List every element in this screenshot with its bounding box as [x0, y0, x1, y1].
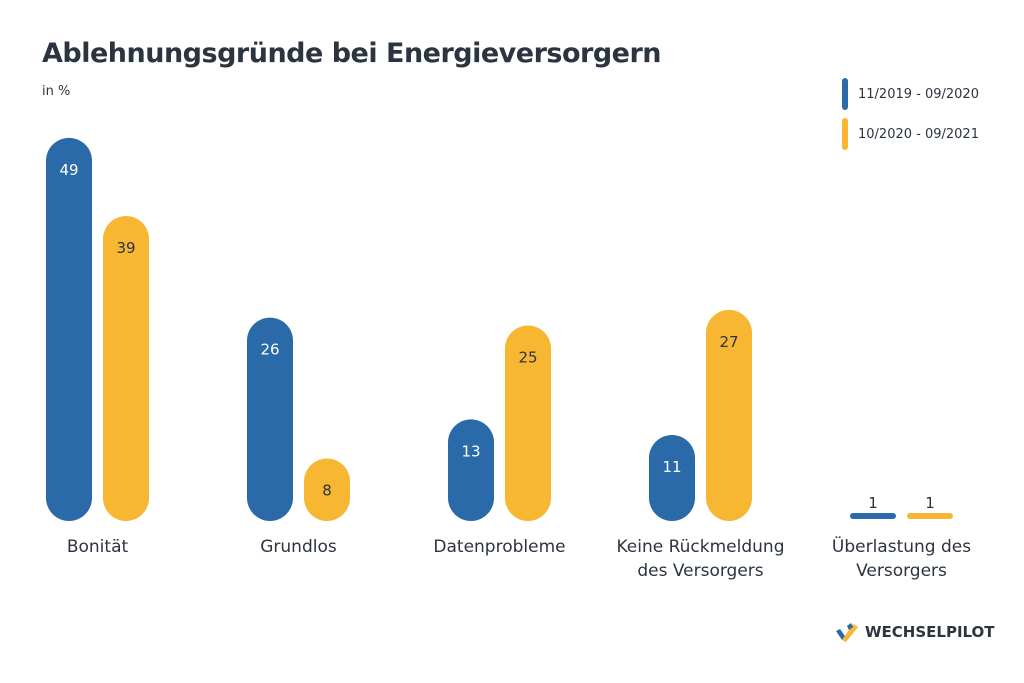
bar — [46, 137, 92, 521]
data-label: 13 — [461, 442, 480, 460]
legend-label: 11/2019 - 09/2020 — [858, 86, 979, 102]
legend-swatch — [842, 118, 848, 150]
bar — [706, 309, 752, 521]
bar — [103, 216, 149, 521]
wechselpilot-logo: WECHSELPILOT — [835, 622, 995, 642]
data-label: 11 — [662, 458, 681, 476]
data-label: 25 — [518, 349, 537, 367]
bar — [448, 419, 494, 521]
bar — [304, 458, 350, 521]
chart-title: Ablehnungsgründe bei Energieversorgern — [42, 38, 662, 69]
category-label: des Versorgers — [637, 561, 763, 581]
category-label: Überlastung des — [832, 535, 971, 557]
legend-label: 10/2020 - 09/2021 — [858, 126, 979, 142]
category-label: Keine Rückmeldung — [616, 537, 784, 557]
data-label: 1 — [925, 494, 935, 512]
data-label: 39 — [116, 239, 135, 257]
bar — [649, 434, 695, 521]
category-label: Bonität — [67, 537, 129, 557]
data-label: 27 — [719, 333, 738, 351]
bar — [850, 513, 896, 519]
bar — [247, 317, 293, 521]
legend-swatch — [842, 78, 848, 110]
data-label: 49 — [59, 161, 78, 179]
category-label: Versorgers — [856, 561, 947, 581]
data-label: 8 — [322, 481, 332, 499]
data-label: 26 — [260, 341, 279, 359]
brand-name: WECHSELPILOT — [865, 623, 995, 641]
bar — [907, 513, 953, 519]
bar — [505, 325, 551, 521]
legend-item-series-1: 11/2019 - 09/2020 — [842, 78, 979, 110]
chart-subtitle: in % — [42, 84, 71, 99]
legend-item-series-2: 10/2020 - 09/2021 — [842, 118, 979, 150]
data-label: 1 — [868, 494, 878, 512]
category-label: Datenprobleme — [433, 537, 565, 557]
logo-icon — [836, 623, 858, 642]
category-label: Grundlos — [260, 537, 337, 557]
